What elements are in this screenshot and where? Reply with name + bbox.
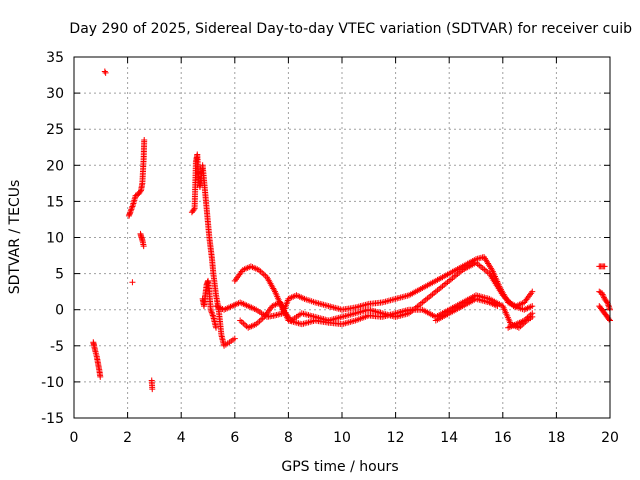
data-point (213, 324, 220, 331)
data-point (606, 305, 613, 312)
x-tick-label: 8 (284, 430, 293, 446)
data-point (494, 303, 501, 310)
y-tick-label: 15 (46, 194, 64, 210)
x-tick-label: 20 (601, 430, 619, 446)
y-tick-label: 25 (46, 122, 64, 138)
plot-frame (73, 56, 611, 419)
y-tick-label: 30 (46, 86, 64, 102)
data-point (132, 192, 139, 199)
y-tick-label: 35 (46, 50, 64, 66)
x-tick-label: 16 (494, 430, 512, 446)
data-point (127, 209, 134, 216)
data-point (141, 137, 148, 144)
data-point (603, 298, 610, 305)
data-point (604, 299, 611, 306)
x-tick-label: 2 (123, 430, 132, 446)
tick-layer: 0 2 4 6 8 10 12 14 16 18 20 -15 -10 -5 0 5 10 15 20 25 30 35 (41, 50, 619, 446)
grid-layer (74, 57, 610, 418)
data-point (129, 279, 136, 286)
x-tick-label: 4 (177, 430, 186, 446)
x-tick-label: 14 (440, 430, 458, 446)
data-layer (90, 68, 613, 393)
data-point (140, 243, 147, 250)
data-point (127, 207, 134, 214)
y-axis-title: SDTVAR / TECUs (7, 180, 23, 295)
data-point (129, 203, 136, 210)
data-point (601, 263, 608, 270)
x-tick-label: 12 (387, 430, 405, 446)
data-point (605, 303, 612, 310)
data-point (598, 290, 605, 297)
data-point (128, 206, 135, 213)
x-axis-title: GPS time / hours (281, 459, 398, 475)
y-tick-label: 10 (46, 231, 64, 247)
data-point (529, 303, 536, 310)
y-tick-label: 5 (55, 267, 64, 283)
data-point (137, 188, 144, 195)
x-tick-label: 6 (230, 430, 239, 446)
data-point (208, 308, 215, 315)
data-point (596, 288, 603, 295)
y-tick-label: -5 (50, 339, 64, 355)
x-tick-label: 18 (547, 430, 565, 446)
y-tick-label: -10 (41, 375, 64, 391)
data-point (128, 204, 135, 211)
data-point (208, 309, 215, 316)
data-point (207, 306, 214, 313)
data-point (600, 292, 607, 299)
y-tick-label: 20 (46, 158, 64, 174)
data-point (599, 291, 606, 298)
chart-title: Day 290 of 2025, Sidereal Day-to-day VTE… (69, 21, 632, 37)
data-point (231, 335, 238, 342)
y-tick-label: 0 (55, 303, 64, 319)
data-point (529, 288, 536, 295)
data-point (606, 316, 613, 323)
data-point (149, 386, 156, 393)
y-tick-label: -15 (41, 411, 64, 427)
data-point (101, 68, 108, 75)
data-point (97, 373, 104, 380)
data-point (209, 312, 216, 319)
data-point (529, 310, 536, 317)
data-point (190, 206, 197, 213)
x-tick-label: 0 (70, 430, 79, 446)
data-point (102, 69, 109, 76)
data-point (209, 311, 216, 318)
x-tick-label: 10 (333, 430, 351, 446)
